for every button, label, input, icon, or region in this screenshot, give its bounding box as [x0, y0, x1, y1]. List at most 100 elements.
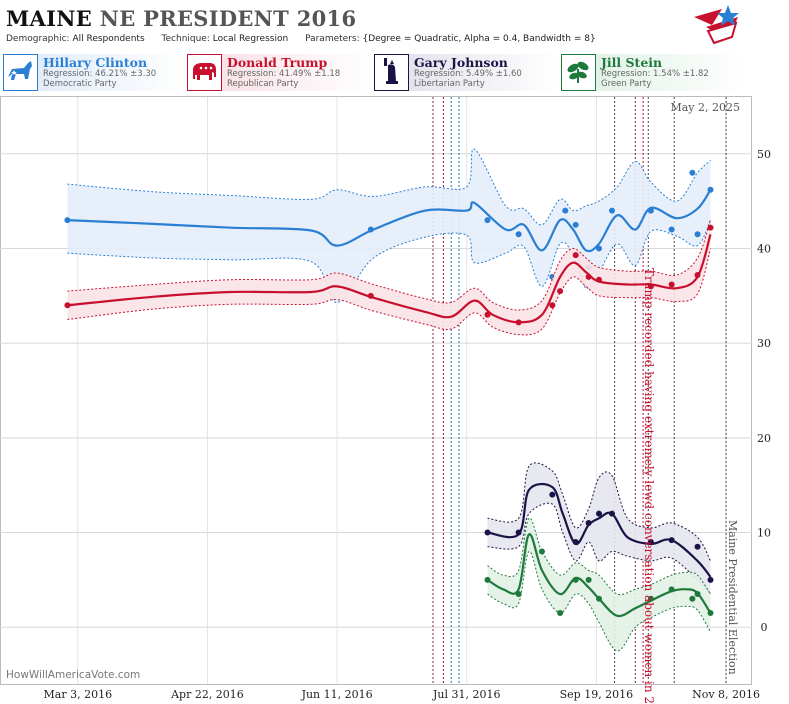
- trend-line: [487, 482, 712, 578]
- poll-point: [585, 273, 592, 280]
- lower-bound-line: [67, 219, 711, 304]
- parameters-line: Demographic: All Respondents Technique: …: [6, 34, 596, 44]
- poll-point: [694, 591, 701, 598]
- annotations: Trump recorded having extremely lewd con…: [642, 268, 739, 704]
- poll-point: [647, 595, 654, 602]
- poll-point: [515, 529, 522, 536]
- technique-label: Technique:: [161, 34, 210, 44]
- event-lines: [432, 97, 727, 684]
- date-label: May 2, 2025: [670, 101, 740, 114]
- poll-point: [515, 231, 522, 238]
- candidate-card-johnson: Gary Johnson Regression: 5.49% ±1.60 Lib…: [374, 54, 559, 91]
- candidate-party: Democratic Party: [43, 79, 117, 89]
- poll-point: [694, 543, 701, 550]
- poll-point: [367, 292, 374, 299]
- candidate-name: Hillary Clinton: [43, 55, 148, 70]
- poll-point: [515, 591, 522, 598]
- lower-bound-line: [487, 550, 711, 652]
- lower-bound-line: [487, 502, 711, 595]
- upper-bound-line: [67, 148, 711, 226]
- poll-point: [647, 538, 654, 545]
- y-tick-label: 30: [757, 337, 771, 350]
- elephant-icon: [187, 54, 222, 91]
- site-logo-icon: [694, 5, 739, 45]
- poll-point: [572, 576, 579, 583]
- poll-point: [689, 595, 696, 602]
- upper-bound-line: [487, 462, 711, 562]
- poll-point: [484, 576, 491, 583]
- x-tick-label: Nov 8, 2016: [692, 688, 760, 701]
- candidate-party: Republican Party: [227, 79, 299, 89]
- x-tick-label: Apr 22, 2016: [170, 688, 244, 701]
- title-rest: NE PRESIDENT 2016: [99, 6, 357, 31]
- poll-point: [549, 491, 556, 498]
- poll-point: [585, 576, 592, 583]
- title-state: MAINE: [6, 6, 93, 31]
- candidate-name: Jill Stein: [601, 55, 663, 70]
- liberty-statue-icon: [374, 54, 409, 91]
- poll-point: [562, 207, 569, 214]
- poll-point: [608, 207, 615, 214]
- confidence-band: [67, 148, 711, 303]
- poll-point: [596, 245, 603, 252]
- poll-point: [707, 576, 714, 583]
- confidence-band: [487, 518, 711, 651]
- poll-point: [585, 264, 592, 271]
- series-donald-trump: [64, 219, 714, 336]
- poll-point: [707, 186, 714, 193]
- watermark: HowWillAmericaVote.com: [6, 669, 140, 681]
- y-tick-label: 0: [761, 621, 768, 634]
- poll-point: [484, 529, 491, 536]
- technique-value: Local Regression: [212, 34, 289, 44]
- poll-point: [647, 207, 654, 214]
- candidate-name: Gary Johnson: [414, 55, 508, 70]
- candidate-regression: Regression: 5.49% ±1.60: [414, 69, 522, 79]
- series-group: [64, 148, 714, 652]
- poll-point: [668, 226, 675, 233]
- poll-point: [647, 283, 654, 290]
- plot-frame: [0, 96, 752, 685]
- demographic-value: All Respondents: [72, 34, 145, 44]
- upper-bound-line: [67, 219, 711, 311]
- candidate-party: Libertarian Party: [414, 79, 485, 89]
- y-tick-label: 10: [757, 527, 771, 540]
- poll-point: [668, 586, 675, 593]
- annotation-event: Trump recorded having extremely lewd con…: [642, 268, 656, 704]
- donkey-icon: [3, 54, 38, 91]
- candidate-regression: Regression: 46.21% ±3.30: [43, 69, 157, 79]
- poll-point: [557, 288, 564, 295]
- chart-title: MAINE NE PRESIDENT 2016: [6, 6, 356, 31]
- poll-point: [549, 302, 556, 309]
- candidate-card-trump: Donald Trump Regression: 41.49% ±1.18 Re…: [187, 54, 372, 91]
- poll-point: [668, 537, 675, 544]
- candidate-party: Green Party: [601, 79, 652, 89]
- x-tick-label: Mar 3, 2016: [44, 688, 113, 701]
- upper-bound-line: [487, 517, 711, 596]
- series-jill-stein: [484, 517, 714, 652]
- x-tick-label: Sep 19, 2016: [560, 688, 634, 701]
- confidence-band: [487, 462, 711, 595]
- poll-point: [64, 217, 71, 224]
- parameters-value: {Degree = Quadratic, Alpha = 0.4, Bandwi…: [362, 34, 596, 44]
- x-tick-label: Jul 31, 2016: [432, 688, 501, 701]
- candidate-regression: Regression: 41.49% ±1.18: [227, 69, 341, 79]
- poll-point: [572, 538, 579, 545]
- poll-point: [668, 281, 675, 288]
- poll-point: [549, 273, 556, 280]
- poll-point: [608, 510, 615, 517]
- poll-point: [707, 609, 714, 616]
- confidence-band: [67, 220, 711, 335]
- poll-point: [707, 224, 714, 231]
- y-tick-label: 50: [757, 148, 771, 161]
- grid: [0, 97, 752, 684]
- y-tick-label: 40: [757, 242, 771, 255]
- poll-point: [694, 271, 701, 278]
- candidate-name: Donald Trump: [227, 55, 328, 70]
- candidate-card-clinton: Hillary Clinton Regression: 46.21% ±3.30…: [3, 54, 187, 91]
- candidate-card-stein: Jill Stein Regression: 1.54% ±1.82 Green…: [561, 54, 746, 91]
- poll-point: [484, 217, 491, 224]
- y-tick-label: 20: [757, 432, 771, 445]
- poll-point: [538, 548, 545, 555]
- poll-point: [367, 226, 374, 233]
